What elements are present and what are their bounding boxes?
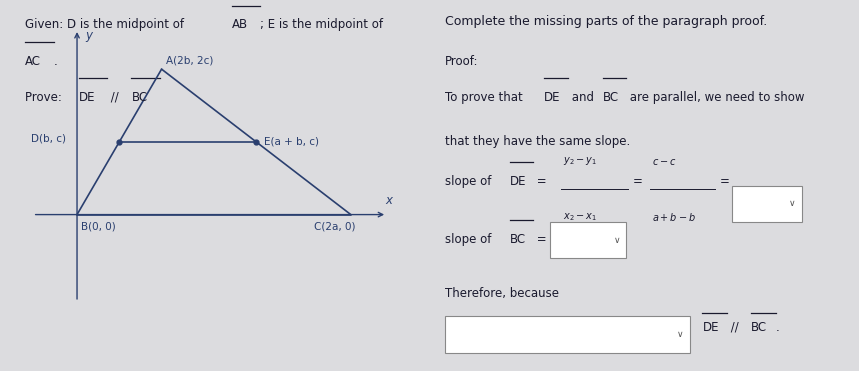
Text: =: = xyxy=(633,175,643,188)
Text: BC: BC xyxy=(510,233,527,246)
Text: slope of: slope of xyxy=(445,233,495,246)
Text: y: y xyxy=(85,29,92,42)
Text: =: = xyxy=(719,175,729,188)
Text: are parallel, we need to show: are parallel, we need to show xyxy=(626,91,805,104)
Text: //: // xyxy=(727,321,742,334)
FancyBboxPatch shape xyxy=(445,316,690,353)
Text: //: // xyxy=(107,91,123,104)
Text: DE: DE xyxy=(544,91,560,104)
Text: BC: BC xyxy=(131,91,148,104)
FancyBboxPatch shape xyxy=(551,222,626,258)
FancyBboxPatch shape xyxy=(732,186,801,222)
Text: DE: DE xyxy=(79,91,95,104)
Text: BC: BC xyxy=(751,321,767,334)
Text: DE: DE xyxy=(510,175,527,188)
Text: Given: D is the midpoint of: Given: D is the midpoint of xyxy=(25,18,187,31)
Text: C(2a, 0): C(2a, 0) xyxy=(314,222,356,232)
Text: Therefore, because: Therefore, because xyxy=(445,287,558,300)
Text: ∨: ∨ xyxy=(789,199,795,208)
Text: .: . xyxy=(53,55,58,68)
Text: $y_2-y_1$: $y_2-y_1$ xyxy=(563,155,597,167)
Text: To prove that: To prove that xyxy=(445,91,526,104)
Text: =: = xyxy=(533,233,547,246)
Text: and: and xyxy=(569,91,598,104)
Text: AC: AC xyxy=(25,55,40,68)
Text: DE: DE xyxy=(703,321,719,334)
Text: $x_2-x_1$: $x_2-x_1$ xyxy=(563,211,597,223)
Text: D(b, c): D(b, c) xyxy=(31,133,66,143)
Text: slope of: slope of xyxy=(445,175,495,188)
Text: ; E is the midpoint of: ; E is the midpoint of xyxy=(260,18,387,31)
Text: E(a + b, c): E(a + b, c) xyxy=(265,137,320,147)
Text: $a+b-b$: $a+b-b$ xyxy=(652,211,696,223)
Text: x: x xyxy=(385,194,392,207)
Text: Proof:: Proof: xyxy=(445,55,478,68)
Text: that they have the same slope.: that they have the same slope. xyxy=(445,135,630,148)
Text: =: = xyxy=(533,175,547,188)
Text: B(0, 0): B(0, 0) xyxy=(81,222,116,232)
Text: AB: AB xyxy=(232,18,248,31)
Text: BC: BC xyxy=(603,91,619,104)
Text: Complete the missing parts of the paragraph proof.: Complete the missing parts of the paragr… xyxy=(445,14,767,27)
Text: Prove:: Prove: xyxy=(25,91,65,104)
Text: A(2b, 2c): A(2b, 2c) xyxy=(166,56,213,66)
Text: ∨: ∨ xyxy=(677,330,684,339)
Text: ∨: ∨ xyxy=(613,236,620,244)
Text: .: . xyxy=(776,321,779,334)
Text: $c-c$: $c-c$ xyxy=(652,157,676,167)
